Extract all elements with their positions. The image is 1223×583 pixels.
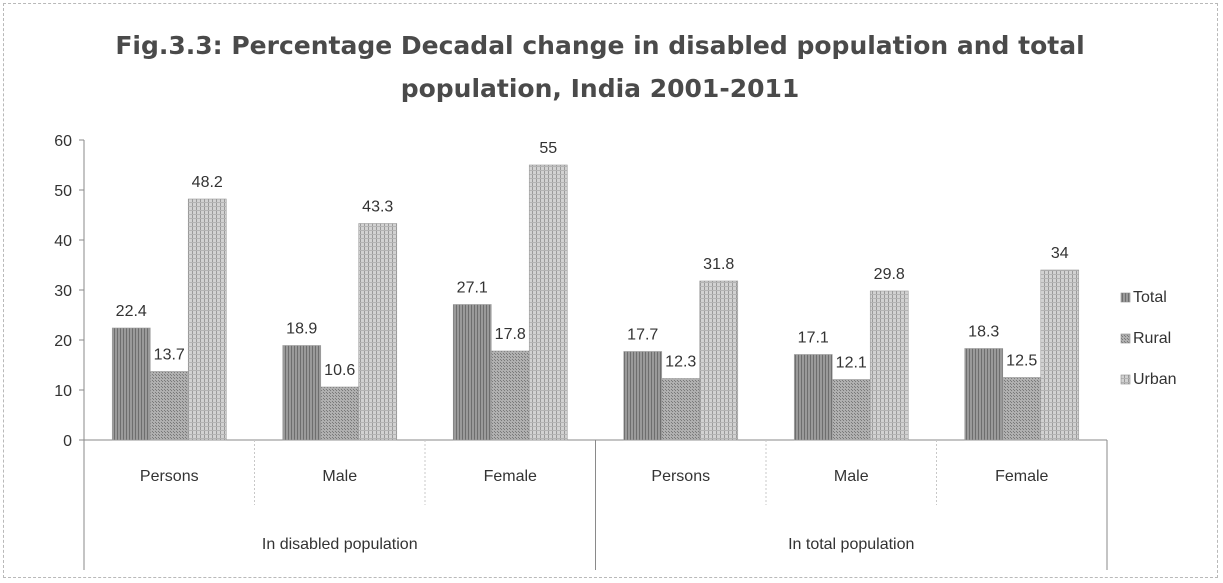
data-label: 55: [539, 140, 557, 157]
legend-label: Rural: [1133, 330, 1171, 347]
bar-total: [111, 327, 151, 441]
bar-total: [793, 354, 833, 441]
data-label: 17.8: [495, 326, 526, 343]
data-label: 43.3: [362, 199, 393, 216]
data-label: 17.1: [798, 330, 829, 347]
legend-swatch-total: [1120, 292, 1131, 303]
y-tick-label: 30: [54, 283, 72, 300]
bar-total: [964, 348, 1004, 441]
category-label: Persons: [140, 468, 199, 485]
chart-title-line-2: population, India 2001-2011: [401, 74, 800, 103]
bar-rural: [1002, 377, 1042, 441]
bar-total: [452, 304, 492, 441]
legend-label: Urban: [1133, 371, 1177, 388]
bar-rural: [661, 378, 701, 441]
y-tick-label: 10: [54, 383, 72, 400]
category-label: Female: [995, 468, 1048, 485]
group-label: In disabled population: [262, 536, 418, 553]
y-tick-label: 50: [54, 183, 72, 200]
bar-urban: [528, 164, 568, 441]
legend: Total Rural Urban: [1120, 289, 1177, 388]
group-label: In total population: [788, 536, 914, 553]
data-label: 12.1: [836, 355, 867, 372]
data-label: 27.1: [457, 280, 488, 297]
legend-swatch-urban: [1120, 374, 1131, 385]
bar-rural: [320, 386, 360, 441]
legend-label: Total: [1133, 289, 1167, 306]
bar-urban: [1040, 269, 1080, 441]
category-label: Female: [484, 468, 537, 485]
bar-urban: [187, 198, 227, 441]
bar-urban: [869, 290, 909, 441]
bar-rural: [490, 350, 530, 441]
category-label: Male: [834, 468, 869, 485]
bar-total: [623, 351, 663, 441]
data-label: 22.4: [116, 303, 147, 320]
legend-swatch-rural: [1120, 333, 1131, 344]
data-labels: 22.4 18.9 27.1 17.7 17.1 18.3 13.7 10.6 17.8 12.3…: [116, 140, 1069, 379]
data-label: 13.7: [154, 347, 185, 364]
y-tick-label: 0: [63, 433, 72, 450]
data-label: 48.2: [192, 174, 223, 191]
axes: 0 10 20 30 40 50 60: [54, 133, 1108, 570]
bar-urban: [358, 223, 398, 441]
data-label: 10.6: [324, 362, 355, 379]
y-tick-label: 60: [54, 133, 72, 150]
data-label: 34: [1051, 245, 1069, 262]
data-label: 18.9: [286, 321, 317, 338]
y-tick-label: 40: [54, 233, 72, 250]
data-label: 17.7: [627, 327, 658, 344]
bar-total: [282, 345, 322, 441]
category-label: Male: [322, 468, 357, 485]
bar-urban: [699, 280, 739, 441]
data-label: 31.8: [703, 256, 734, 273]
chart-title-line-1: Fig.3.3: Percentage Decadal change in di…: [115, 31, 1084, 60]
y-tick-label: 20: [54, 333, 72, 350]
category-label: Persons: [651, 468, 710, 485]
bar-rural: [831, 379, 871, 441]
data-label: 12.5: [1006, 353, 1037, 370]
data-label: 18.3: [968, 324, 999, 341]
category-labels: Persons Male Female Persons Male Female In dis…: [140, 468, 1049, 553]
bars: [111, 164, 1080, 441]
data-label: 29.8: [874, 266, 905, 283]
bar-rural: [149, 371, 189, 441]
data-label: 12.3: [665, 354, 696, 371]
